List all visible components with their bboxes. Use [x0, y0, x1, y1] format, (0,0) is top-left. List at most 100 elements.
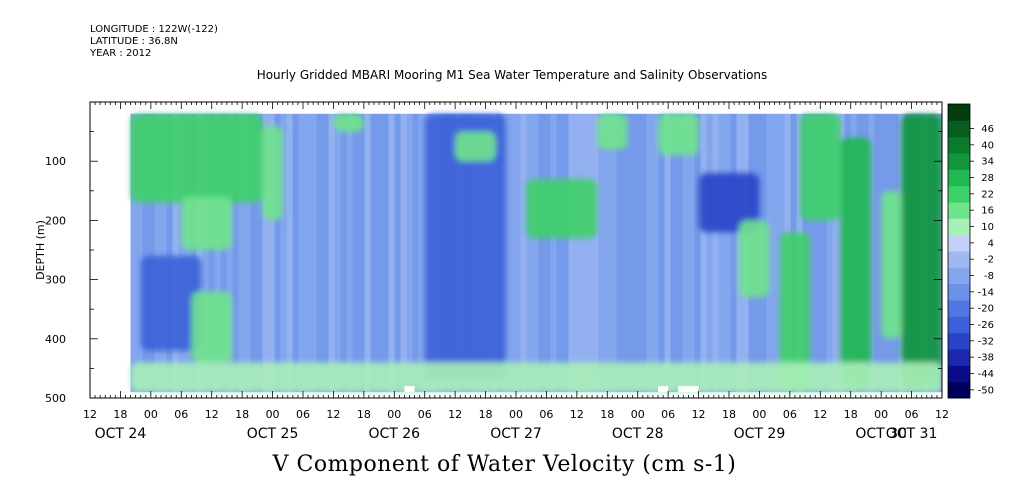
colorbar-band [948, 234, 970, 252]
streak [640, 113, 647, 393]
x-hour-label: 18 [722, 408, 736, 421]
streak [142, 113, 149, 393]
streak [508, 113, 515, 393]
colorbar-label: 46 [981, 124, 994, 135]
streak [412, 113, 419, 393]
x-day-label: OCT 27 [490, 426, 542, 442]
x-hour-label: 00 [387, 408, 401, 421]
year-label: YEAR : 2012 [90, 48, 152, 59]
chart-title: Hourly Gridded MBARI Mooring M1 Sea Wate… [256, 68, 768, 82]
longitude-label: LONGITUDE : 122W(-122) [90, 24, 218, 35]
streak [694, 113, 701, 393]
streak [568, 113, 575, 393]
streak [250, 113, 257, 393]
streak [292, 113, 299, 393]
anomaly-region [455, 131, 496, 162]
streak [376, 113, 383, 393]
streak [358, 113, 365, 393]
colorbar-label: -26 [978, 320, 994, 331]
streak [346, 113, 353, 393]
streak [238, 113, 245, 393]
colorbar-band [948, 349, 970, 366]
y-tick-label: 400 [45, 333, 66, 346]
streak [634, 113, 641, 393]
anomaly-region [130, 362, 942, 393]
streak [718, 113, 725, 393]
anomaly-region [881, 190, 902, 339]
anomaly-region [658, 113, 699, 156]
streak [532, 113, 539, 393]
streak [646, 113, 653, 393]
colorbar-label: 40 [981, 140, 994, 151]
colorbar-frame [947, 103, 971, 399]
x-hour-label: 12 [570, 408, 584, 421]
colorbar-band [948, 251, 970, 268]
streak [712, 113, 719, 393]
colorbar-band [948, 381, 970, 399]
colorbar-band [948, 283, 970, 301]
anomaly-region [698, 173, 760, 233]
streak [676, 113, 683, 393]
streak [400, 113, 407, 393]
streak [652, 113, 659, 393]
streak [196, 113, 203, 393]
streak [562, 113, 569, 393]
colorbar-band [948, 218, 970, 236]
streak [172, 113, 179, 393]
streak [820, 113, 827, 393]
anomaly-region [191, 291, 232, 363]
x-hour-label: 06 [174, 408, 188, 421]
streak [874, 113, 881, 393]
x-day-label: OCT 29 [734, 426, 786, 442]
colorbar-band [948, 316, 970, 334]
x-hour-label: 12 [205, 408, 219, 421]
x-hour-label: 12 [83, 408, 97, 421]
anomaly-region [333, 113, 364, 132]
streak [178, 113, 185, 393]
colorbar-label: -20 [978, 304, 994, 315]
x-hour-label: 12 [448, 408, 462, 421]
streak [658, 113, 665, 393]
x-hour-label: 00 [752, 408, 766, 421]
x-hour-label: 06 [661, 408, 675, 421]
anomaly-region [262, 125, 283, 221]
y-tick-label: 200 [45, 214, 66, 227]
x-hour-label: 06 [296, 408, 310, 421]
anomaly-region [739, 220, 770, 298]
streak [550, 113, 557, 393]
streak [670, 113, 677, 393]
streak [388, 113, 395, 393]
streak [262, 113, 269, 393]
streak [214, 113, 221, 393]
colorbar-label: 16 [981, 206, 994, 217]
streak [418, 113, 425, 393]
colorbar-label: 10 [981, 222, 994, 233]
streak [160, 113, 167, 393]
anomaly-regions [130, 113, 942, 393]
colorbar-label: -8 [984, 271, 994, 282]
y-tick-label: 500 [45, 392, 66, 405]
streak [730, 113, 737, 393]
streak [826, 113, 833, 393]
colorbar-band [948, 153, 970, 170]
streak [256, 113, 263, 393]
streak [592, 113, 599, 393]
colorbar-band [948, 332, 970, 350]
colorbar-band [948, 365, 970, 383]
colorbar-label: -50 [978, 385, 994, 396]
anomaly-region [424, 113, 506, 381]
x-hour-label: 18 [479, 408, 493, 421]
streak [700, 113, 707, 393]
streak [268, 113, 275, 393]
streak [406, 113, 413, 393]
x-day-label: OCT 25 [247, 426, 299, 442]
streak [370, 113, 377, 393]
x-hour-label: 00 [509, 408, 523, 421]
streak [772, 113, 779, 393]
colorbar-band [948, 185, 970, 203]
colorbar-band [948, 300, 970, 317]
streak [286, 113, 293, 393]
anomaly-region [597, 113, 628, 150]
x-hour-label: 00 [874, 408, 888, 421]
streak [622, 113, 629, 393]
